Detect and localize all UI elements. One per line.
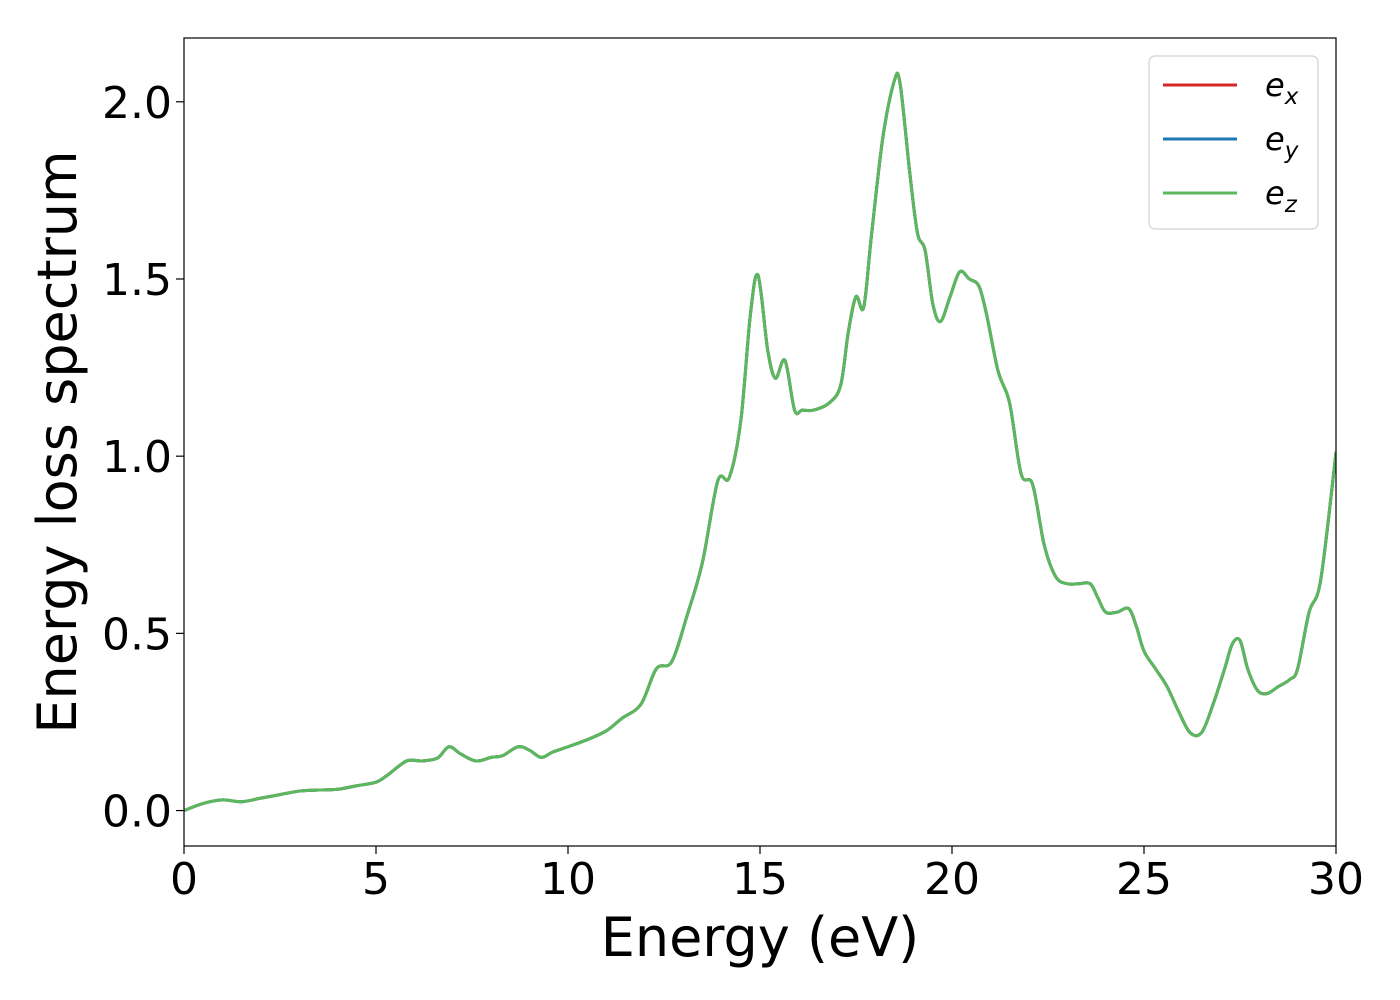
y-tick-label: 1.5 (102, 255, 172, 306)
y-axis-title: Energy loss spectrum (26, 150, 89, 733)
x-tick-label: 0 (170, 854, 198, 905)
x-tick-label: 5 (362, 854, 390, 905)
x-tick-label: 10 (540, 854, 596, 905)
series-line-e-z (184, 71, 1336, 813)
x-axis-ticks: 0 5 10 15 20 25 30 (170, 846, 1364, 905)
y-tick-label: 0.5 (102, 609, 172, 660)
x-tick-label: 25 (1116, 854, 1172, 905)
legend: ex ey ez (1148, 55, 1319, 230)
legend-label-e-z: ez (1265, 174, 1298, 218)
y-tick-label: 2.0 (102, 78, 172, 129)
legend-label-e-y: ey (1265, 120, 1299, 164)
x-tick-label: 30 (1308, 854, 1364, 905)
legend-box (1148, 55, 1319, 230)
x-tick-label: 15 (732, 854, 788, 905)
x-tick-label: 20 (924, 854, 980, 905)
x-axis-title: Energy (eV) (601, 906, 920, 969)
legend-label-e-x: ex (1265, 66, 1299, 110)
y-tick-label: 1.0 (102, 432, 172, 483)
y-tick-label: 0.0 (102, 787, 172, 838)
y-axis-ticks: 0.0 0.5 1.0 1.5 2.0 (102, 78, 184, 838)
